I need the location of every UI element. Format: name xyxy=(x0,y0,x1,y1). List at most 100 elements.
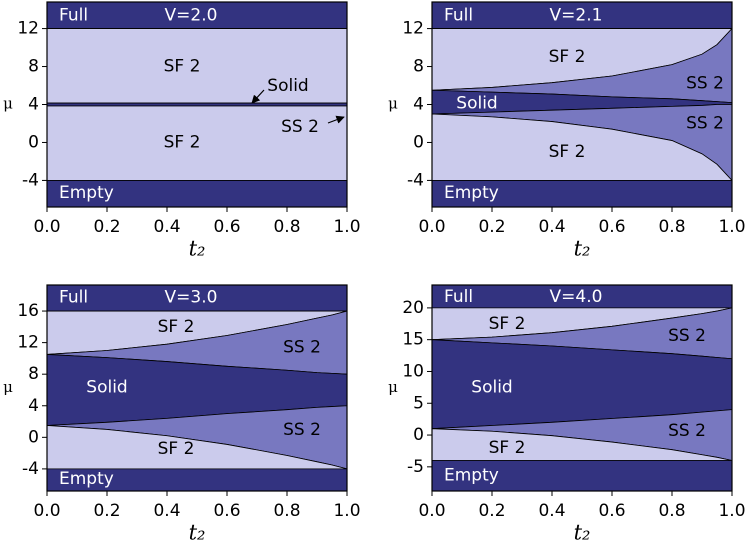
x-tick-label: 0.6 xyxy=(598,217,625,237)
panel-title: V=3.0 xyxy=(165,288,218,308)
plot-area xyxy=(432,2,732,207)
region-label: SF 2 xyxy=(164,57,201,77)
region-label: SF 2 xyxy=(489,438,526,458)
y-tick-label: 4 xyxy=(28,396,39,416)
region-label: SS 2 xyxy=(668,421,706,441)
y-axis-label: μ xyxy=(3,378,13,396)
region-label: SF 2 xyxy=(158,317,195,337)
annotation-arrow xyxy=(251,89,265,104)
x-tick-label: 1.0 xyxy=(718,501,745,521)
x-axis-label: t₂ xyxy=(189,237,206,261)
region-label: Full xyxy=(444,287,473,307)
plot-area xyxy=(47,285,347,491)
x-tick-label: 0.2 xyxy=(478,217,505,237)
phase-region xyxy=(432,180,732,207)
plot-area xyxy=(432,285,732,491)
y-tick-label: 15 xyxy=(402,330,424,350)
x-tick-label: 0.8 xyxy=(273,217,300,237)
region-label: SS 2 xyxy=(686,113,724,133)
region-label: SS 2 xyxy=(283,420,321,440)
x-tick-label: 0.0 xyxy=(33,217,60,237)
region-label: Full xyxy=(59,5,88,25)
region-label: Full xyxy=(59,288,88,308)
y-tick-label: 10 xyxy=(402,361,424,381)
region-label: Empty xyxy=(59,469,114,489)
y-tick-label: 0 xyxy=(28,132,39,152)
y-tick-label: -4 xyxy=(22,170,39,190)
x-tick-label: 0.6 xyxy=(598,501,625,521)
x-tick-label: 0.4 xyxy=(153,217,180,237)
y-tick-label: 4 xyxy=(28,95,39,115)
x-tick-label: 0.0 xyxy=(418,217,445,237)
annotation: Solid xyxy=(267,76,308,96)
y-tick-label: 0 xyxy=(413,132,424,152)
x-axis-label: t₂ xyxy=(574,237,591,261)
y-tick-label: 12 xyxy=(17,19,39,39)
plot-area xyxy=(47,2,347,207)
x-tick-label: 0.4 xyxy=(538,217,565,237)
y-tick-label: 8 xyxy=(28,364,39,384)
region-label: SF 2 xyxy=(158,439,195,459)
region-label: SF 2 xyxy=(489,314,526,334)
x-tick-label: 0.6 xyxy=(213,501,240,521)
region-label: SS 2 xyxy=(283,337,321,357)
x-tick-label: 0.8 xyxy=(273,501,300,521)
x-tick-label: 1.0 xyxy=(718,217,745,237)
region-label: SF 2 xyxy=(549,142,586,162)
axes-frame xyxy=(46,284,348,492)
x-tick-label: 1.0 xyxy=(333,217,360,237)
phase-region xyxy=(47,468,347,491)
y-tick-label: 0 xyxy=(413,425,424,445)
region-label: SF 2 xyxy=(549,47,586,67)
y-axis-label: μ xyxy=(3,95,13,113)
y-tick-label: 8 xyxy=(413,57,424,77)
y-tick-label: 16 xyxy=(17,301,39,321)
x-tick-label: 0.4 xyxy=(538,501,565,521)
x-tick-label: 0.8 xyxy=(658,217,685,237)
x-tick-label: 0.0 xyxy=(33,501,60,521)
y-axis-label: μ xyxy=(388,378,398,396)
region-label: Empty xyxy=(444,183,499,203)
phase-region xyxy=(432,460,732,491)
annotation-arrow xyxy=(327,115,345,124)
y-tick-label: 5 xyxy=(413,393,424,413)
phase-region xyxy=(47,180,347,207)
y-tick-label: 0 xyxy=(28,427,39,447)
panel: Full SF 2 SS 2 Solid SS 2 SF 2 Empty V=2.1 0.0 0.… xyxy=(388,1,746,261)
region-label: Solid xyxy=(86,378,127,398)
y-tick-label: -4 xyxy=(22,459,39,479)
region-label: Empty xyxy=(444,466,499,486)
x-tick-label: 0.2 xyxy=(93,217,120,237)
axes-frame xyxy=(431,284,733,492)
phase-region xyxy=(47,102,347,107)
y-tick-label: 20 xyxy=(402,298,424,318)
region-label: SF 2 xyxy=(164,132,201,152)
x-tick-label: 0.0 xyxy=(418,501,445,521)
region-label: Full xyxy=(444,5,473,25)
region-label: Solid xyxy=(456,94,497,114)
y-tick-label: -5 xyxy=(407,457,424,477)
x-tick-label: 0.2 xyxy=(478,501,505,521)
panel: Full SF 2 SS 2 Solid SS 2 SF 2 Empty V=3.0 0.0 0.… xyxy=(3,284,361,543)
annotation: SS 2 xyxy=(281,117,319,137)
x-tick-label: 0.8 xyxy=(658,501,685,521)
region-label: Solid xyxy=(471,377,512,397)
y-tick-label: 4 xyxy=(413,95,424,115)
panel: Full SF 2 SS 2 Solid SS 2 SF 2 Empty V=4.0 0.0 0.… xyxy=(388,284,746,543)
y-tick-label: -4 xyxy=(407,170,424,190)
y-tick-label: 12 xyxy=(402,19,424,39)
panel: Full SF 2 SF 2 Empty V=2.0 0.0 0.2 0.4 0.6 0.8 1.0… xyxy=(3,1,361,261)
region-label: SS 2 xyxy=(668,326,706,346)
panel-title: V=2.0 xyxy=(165,5,218,25)
x-tick-label: 0.4 xyxy=(153,501,180,521)
panel-title: V=2.1 xyxy=(550,5,603,25)
region-label: SS 2 xyxy=(686,74,724,94)
panel-title: V=4.0 xyxy=(550,287,603,307)
x-axis-label: t₂ xyxy=(189,521,206,543)
x-axis-label: t₂ xyxy=(574,521,591,543)
x-tick-label: 0.2 xyxy=(93,501,120,521)
y-tick-label: 8 xyxy=(28,57,39,77)
y-tick-label: 12 xyxy=(17,333,39,353)
